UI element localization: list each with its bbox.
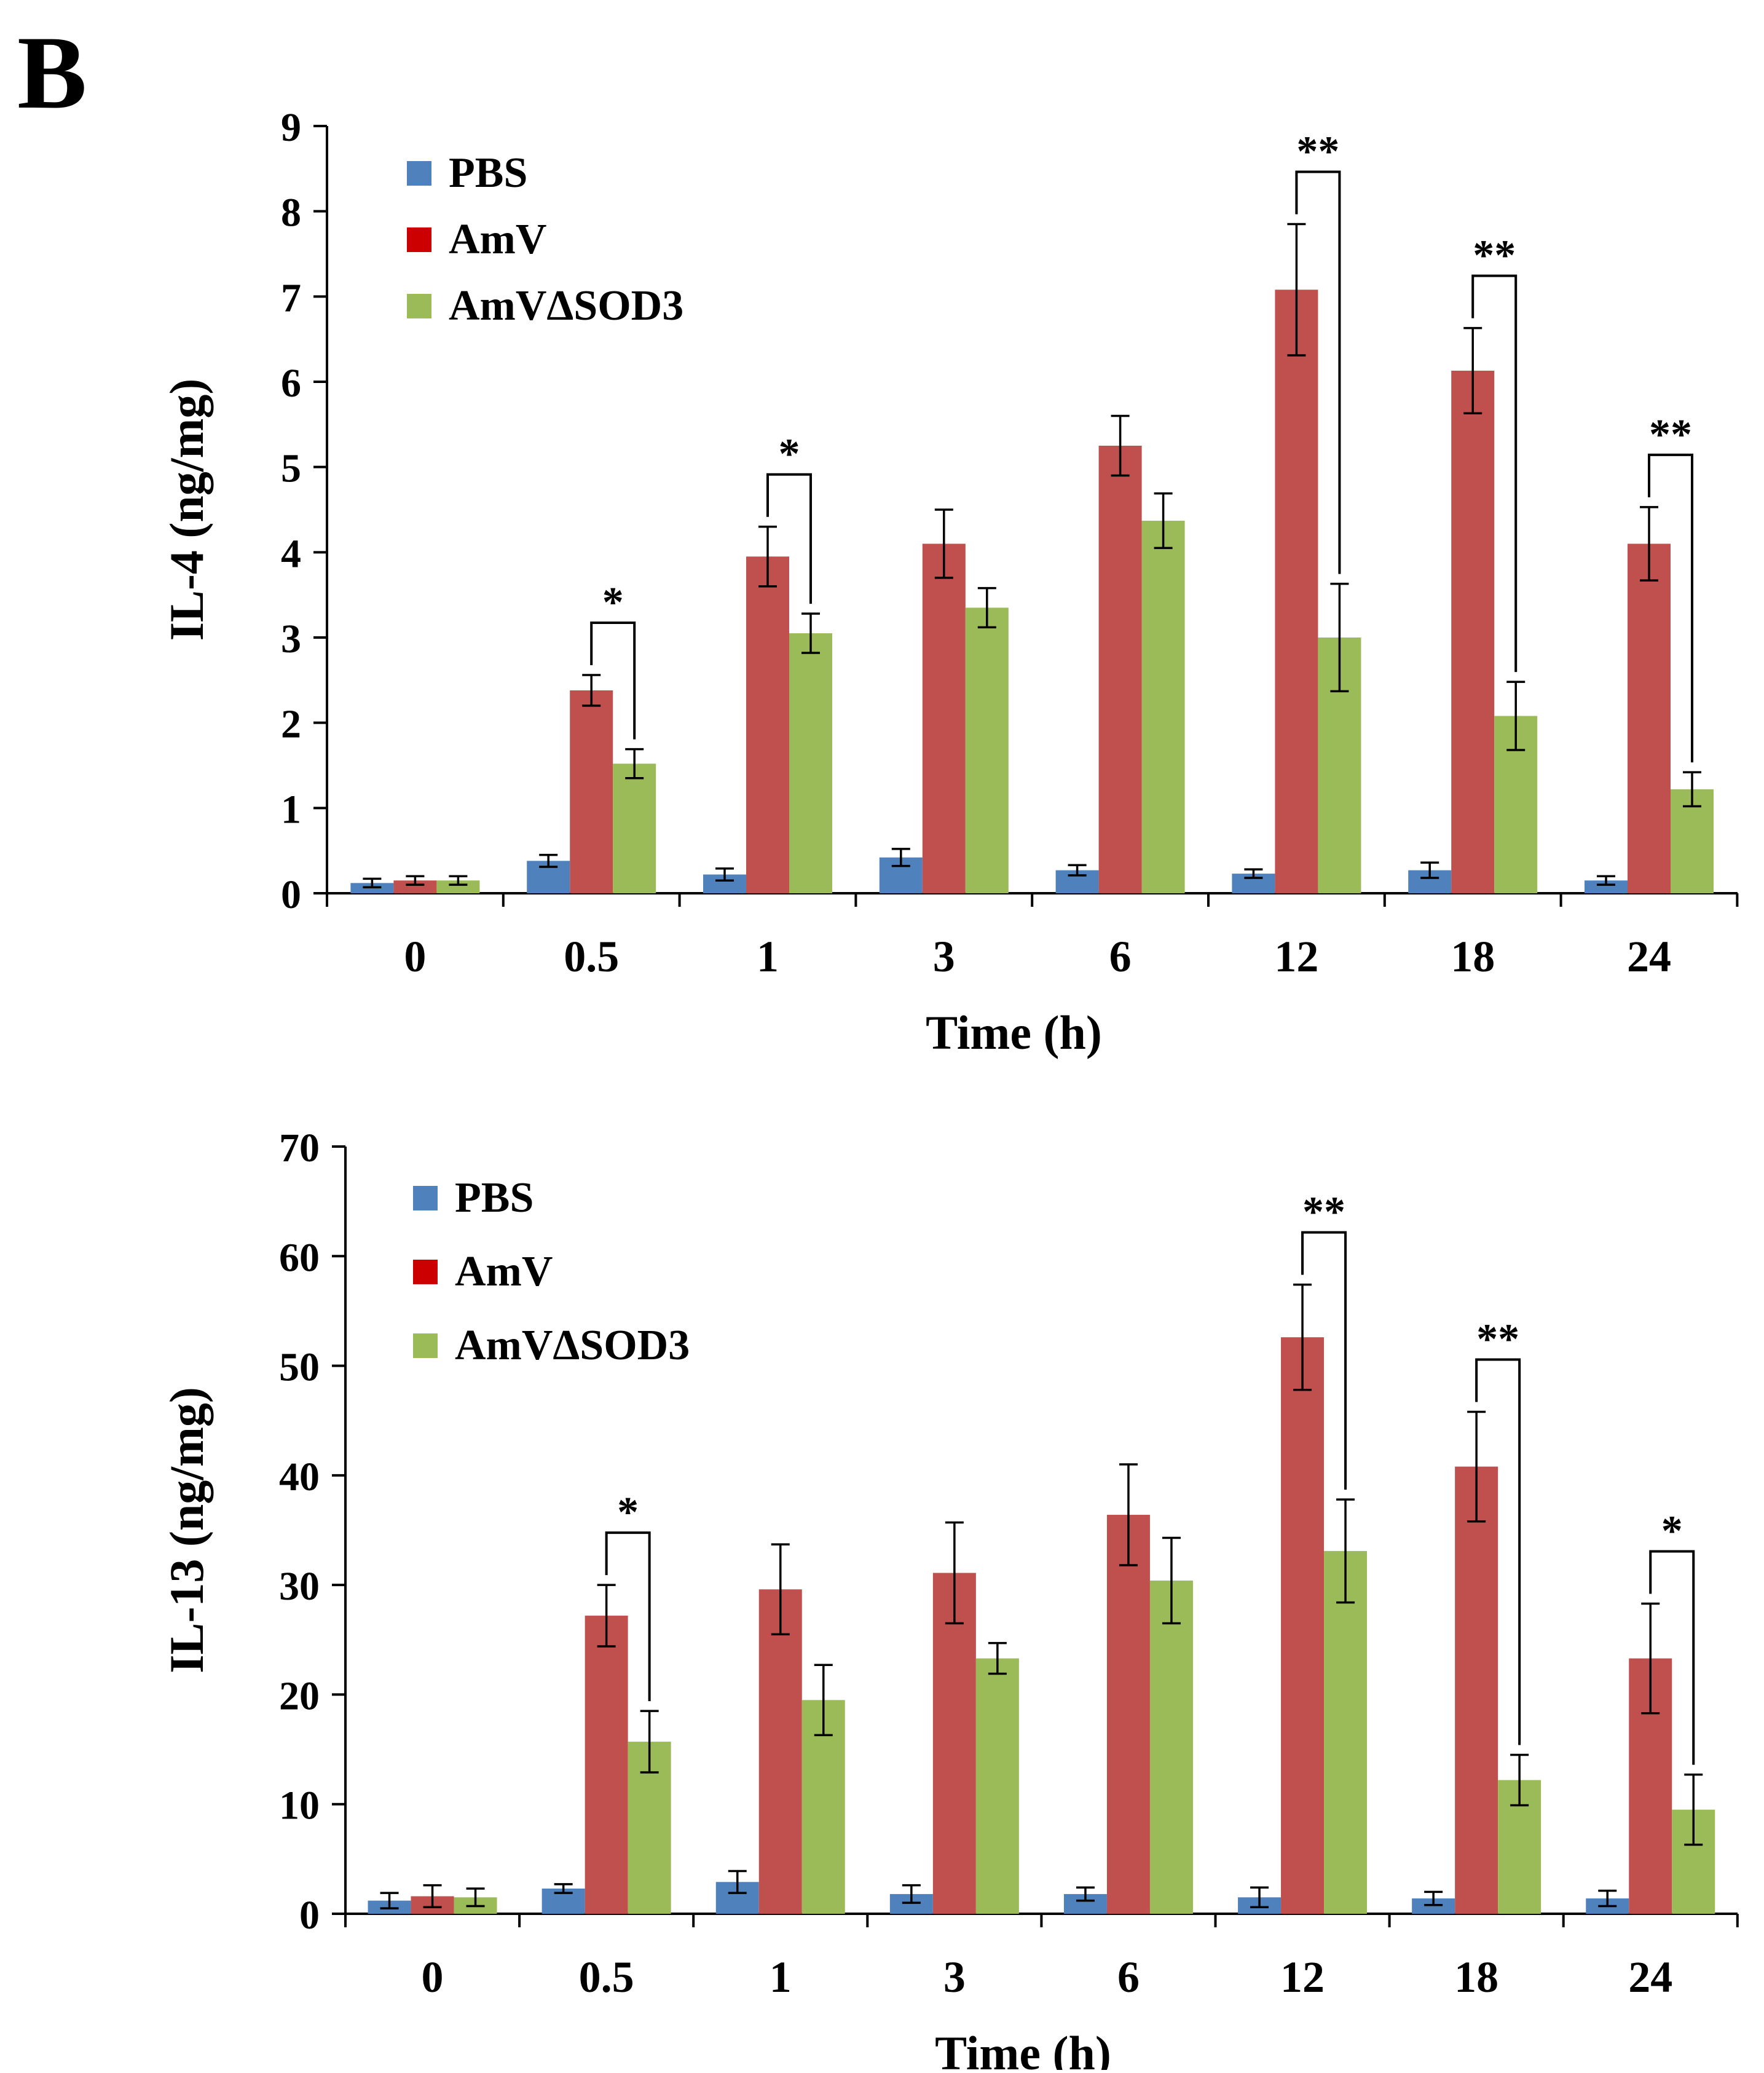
y-axis-title: IL-4 (ng/mg) xyxy=(160,379,213,641)
y-tick-label: 30 xyxy=(279,1564,320,1609)
bar-amv-24 xyxy=(1628,543,1671,893)
y-tick-label: 5 xyxy=(281,446,301,491)
y-tick-label: 10 xyxy=(279,1783,320,1828)
significance-marker: * xyxy=(602,579,624,626)
bar-amv-6 xyxy=(1106,1515,1150,1914)
bar-amv-0 xyxy=(393,880,437,893)
significance-marker: * xyxy=(617,1489,639,1536)
y-tick-label: 4 xyxy=(281,531,301,576)
bar-pbs-24 xyxy=(1585,880,1628,893)
significance-bracket xyxy=(1295,170,1341,574)
bar-amv-sod3-0-5 xyxy=(613,764,656,893)
y-tick-label: 40 xyxy=(279,1455,320,1499)
bar-amv-sod3-6 xyxy=(1141,521,1185,893)
significance-bracket xyxy=(1649,1550,1695,1765)
x-tick-label: 0 xyxy=(404,932,426,981)
panel-label: B xyxy=(17,15,87,130)
y-tick-label: 3 xyxy=(281,617,301,661)
significance-marker: * xyxy=(1661,1507,1683,1555)
y-tick-label: 0 xyxy=(281,872,301,917)
legend-label-amv: AmV xyxy=(455,1248,553,1295)
y-tick-label: 0 xyxy=(299,1893,320,1938)
bar-amv-sod3-3 xyxy=(975,1658,1019,1914)
x-tick-label: 18 xyxy=(1451,932,1495,981)
bar-amv-18 xyxy=(1451,370,1495,893)
legend-label-amv-sod3: AmVΔSOD3 xyxy=(449,282,683,330)
x-tick-label: 24 xyxy=(1627,932,1671,981)
y-tick-label: 7 xyxy=(281,275,301,320)
x-axis-title: Time (h) xyxy=(935,2026,1111,2070)
bar-amv-sod3-6 xyxy=(1149,1581,1193,1914)
x-tick-label: 0.5 xyxy=(579,1953,634,2002)
y-tick-label: 20 xyxy=(279,1673,320,1718)
bar-amv-12 xyxy=(1275,290,1318,893)
legend-label-amv: AmV xyxy=(449,216,546,263)
legend-swatch-amv xyxy=(413,1260,438,1284)
bar-amv-sod3-12 xyxy=(1324,1550,1368,1914)
bar-amv-6 xyxy=(1098,446,1142,893)
significance-bracket xyxy=(605,1531,651,1702)
significance-bracket xyxy=(1648,453,1693,763)
x-tick-label: 0 xyxy=(422,1953,444,2002)
bar-amv-1 xyxy=(746,556,789,893)
bar-amv-0-5 xyxy=(585,1616,628,1914)
x-tick-label: 24 xyxy=(1628,1953,1672,2002)
x-tick-label: 3 xyxy=(943,1953,966,2002)
significance-marker: ** xyxy=(1476,1316,1519,1363)
significance-marker: ** xyxy=(1296,128,1339,175)
significance-marker: ** xyxy=(1649,411,1692,459)
x-axis-title: Time (h) xyxy=(926,1006,1102,1059)
significance-bracket xyxy=(590,622,636,740)
x-tick-label: 1 xyxy=(770,1953,792,2002)
y-tick-label: 2 xyxy=(281,702,301,747)
legend-label-pbs: PBS xyxy=(449,149,527,197)
y-tick-label: 8 xyxy=(281,191,301,235)
x-tick-label: 0.5 xyxy=(564,932,619,981)
significance-marker: * xyxy=(779,431,800,478)
significance-marker: ** xyxy=(1302,1189,1345,1236)
x-tick-label: 12 xyxy=(1280,1953,1325,2002)
bar-amv-sod3-3 xyxy=(965,607,1009,893)
legend-swatch-amv xyxy=(407,227,431,252)
y-tick-label: 1 xyxy=(281,787,301,832)
legend-label-pbs: PBS xyxy=(455,1174,534,1222)
y-tick-label: 6 xyxy=(281,361,301,406)
legend-label-amv-sod3: AmVΔSOD3 xyxy=(455,1322,690,1369)
x-tick-label: 1 xyxy=(757,932,779,981)
chart-il13: 0 10 20 30 40 50 60 70 0 0.5 1 3 6 12 18 24 Time (h) IL-1… xyxy=(160,1126,1739,2073)
y-axis-title: IL-13 (ng/mg) xyxy=(160,1387,213,1673)
y-tick-label: 50 xyxy=(279,1345,320,1390)
x-tick-label: 18 xyxy=(1454,1953,1498,2002)
bar-amv-0-5 xyxy=(570,690,613,893)
bar-amv-3 xyxy=(922,543,966,893)
significance-bracket xyxy=(766,473,812,604)
x-tick-label: 3 xyxy=(933,932,955,981)
y-tick-label: 70 xyxy=(279,1126,320,1171)
bar-amv-3 xyxy=(932,1573,976,1914)
bar-amv-18 xyxy=(1455,1466,1498,1914)
bar-amv-sod3-1 xyxy=(789,633,832,893)
significance-bracket xyxy=(1475,1358,1521,1745)
significance-marker: ** xyxy=(1473,232,1516,280)
bar-amv-1 xyxy=(758,1589,802,1914)
significance-bracket xyxy=(1471,274,1518,673)
legend-swatch-pbs xyxy=(413,1186,438,1210)
x-tick-label: 6 xyxy=(1117,1953,1140,2002)
x-tick-label: 6 xyxy=(1109,932,1132,981)
bar-amv-12 xyxy=(1281,1337,1325,1914)
y-tick-label: 60 xyxy=(279,1235,320,1280)
y-tick-label: 9 xyxy=(281,105,301,150)
x-tick-label: 12 xyxy=(1274,932,1318,981)
significance-bracket xyxy=(1301,1231,1347,1490)
legend-swatch-pbs xyxy=(407,161,431,186)
legend-swatch-amv-sod3 xyxy=(407,294,431,318)
legend-swatch-amv-sod3 xyxy=(413,1333,438,1358)
bar-amv-sod3-0 xyxy=(436,880,480,893)
